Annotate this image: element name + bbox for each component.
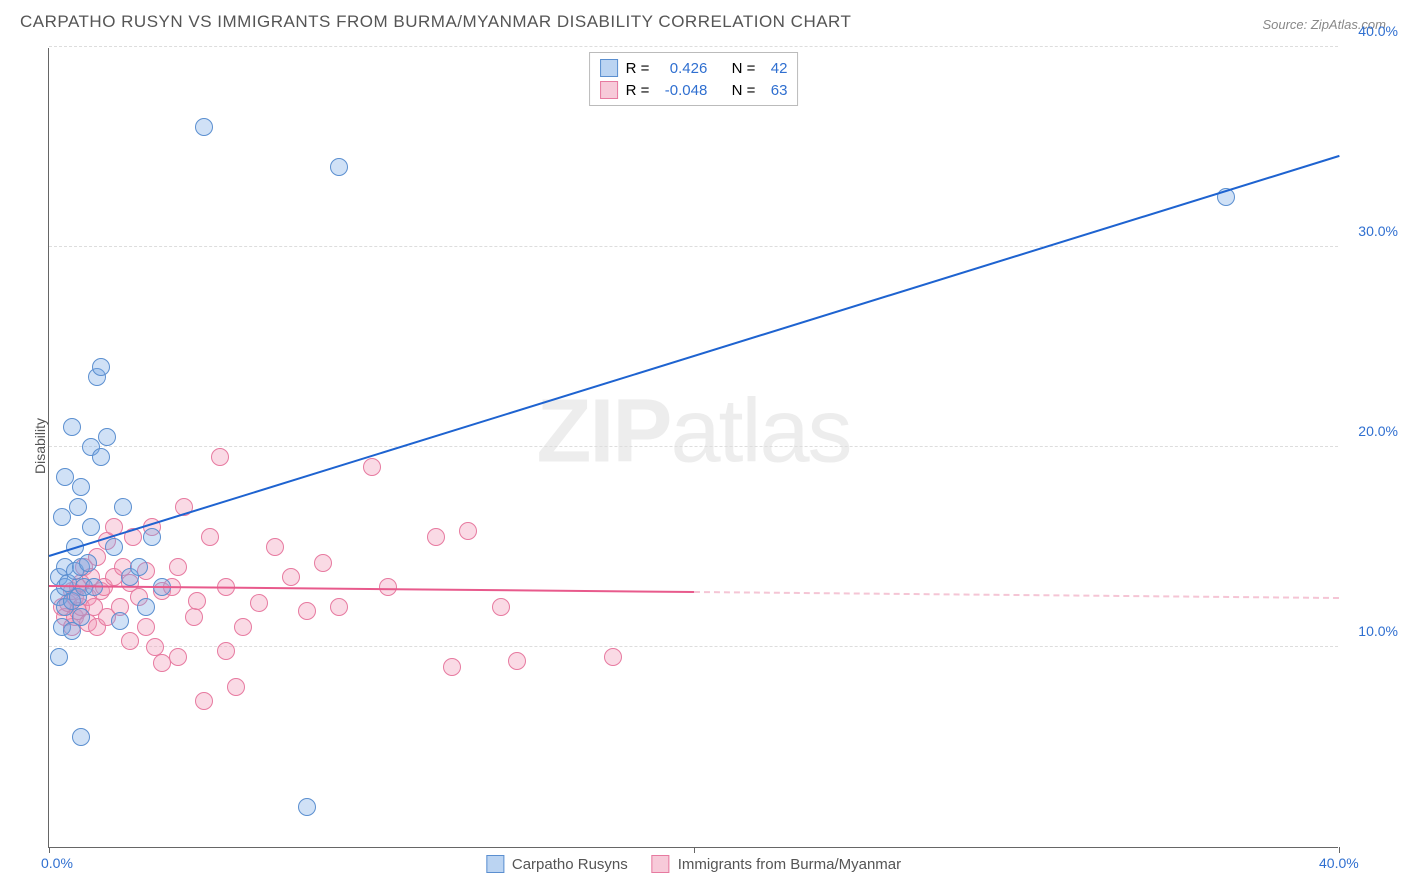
data-point — [185, 608, 203, 626]
data-point — [227, 678, 245, 696]
gridline — [49, 446, 1338, 447]
legend-row-blue: R = 0.426 N = 42 — [600, 57, 788, 79]
y-tick-label: 20.0% — [1348, 423, 1398, 439]
data-point — [92, 448, 110, 466]
watermark: ZIPatlas — [536, 380, 850, 483]
data-point — [298, 798, 316, 816]
data-point — [201, 528, 219, 546]
data-point — [50, 648, 68, 666]
chart-plot-area: ZIPatlas R = 0.426 N = 42 R = -0.048 N =… — [48, 48, 1338, 848]
data-point — [195, 118, 213, 136]
data-point — [188, 592, 206, 610]
data-point — [363, 458, 381, 476]
x-tick-label: 0.0% — [41, 855, 73, 871]
trend-line — [694, 591, 1339, 599]
y-axis-label: Disability — [32, 418, 48, 474]
data-point — [169, 648, 187, 666]
data-point — [92, 358, 110, 376]
swatch-pink — [600, 81, 618, 99]
data-point — [130, 558, 148, 576]
data-point — [98, 428, 116, 446]
data-point — [266, 538, 284, 556]
data-point — [79, 554, 97, 572]
data-point — [111, 612, 129, 630]
data-point — [330, 158, 348, 176]
data-point — [282, 568, 300, 586]
data-point — [195, 692, 213, 710]
legend-item-blue: Carpatho Rusyns — [486, 855, 628, 873]
data-point — [137, 618, 155, 636]
data-point — [604, 648, 622, 666]
data-point — [427, 528, 445, 546]
data-point — [508, 652, 526, 670]
swatch-blue-icon — [486, 855, 504, 873]
data-point — [379, 578, 397, 596]
y-tick-label: 30.0% — [1348, 223, 1398, 239]
data-point — [298, 602, 316, 620]
data-point — [56, 468, 74, 486]
legend-row-pink: R = -0.048 N = 63 — [600, 79, 788, 101]
data-point — [314, 554, 332, 572]
data-point — [72, 728, 90, 746]
swatch-blue — [600, 59, 618, 77]
data-point — [234, 618, 252, 636]
x-tick-mark — [694, 847, 695, 853]
data-point — [211, 448, 229, 466]
data-point — [69, 498, 87, 516]
data-point — [492, 598, 510, 616]
series-legend: Carpatho Rusyns Immigrants from Burma/My… — [486, 855, 901, 873]
data-point — [82, 518, 100, 536]
data-point — [53, 508, 71, 526]
data-point — [114, 498, 132, 516]
data-point — [63, 418, 81, 436]
gridline — [49, 46, 1338, 47]
data-point — [443, 658, 461, 676]
data-point — [217, 642, 235, 660]
gridline — [49, 646, 1338, 647]
data-point — [330, 598, 348, 616]
data-point — [72, 478, 90, 496]
x-tick-label: 40.0% — [1319, 855, 1359, 871]
y-tick-label: 10.0% — [1348, 623, 1398, 639]
data-point — [121, 632, 139, 650]
legend-item-pink: Immigrants from Burma/Myanmar — [652, 855, 901, 873]
trend-line — [49, 155, 1340, 557]
data-point — [459, 522, 477, 540]
data-point — [105, 538, 123, 556]
data-point — [169, 558, 187, 576]
swatch-pink-icon — [652, 855, 670, 873]
data-point — [143, 528, 161, 546]
x-tick-mark — [49, 847, 50, 853]
data-point — [250, 594, 268, 612]
data-point — [72, 608, 90, 626]
chart-title: CARPATHO RUSYN VS IMMIGRANTS FROM BURMA/… — [20, 12, 851, 32]
gridline — [49, 246, 1338, 247]
x-tick-mark — [1339, 847, 1340, 853]
data-point — [137, 598, 155, 616]
correlation-legend: R = 0.426 N = 42 R = -0.048 N = 63 — [589, 52, 799, 106]
y-tick-label: 40.0% — [1348, 23, 1398, 39]
